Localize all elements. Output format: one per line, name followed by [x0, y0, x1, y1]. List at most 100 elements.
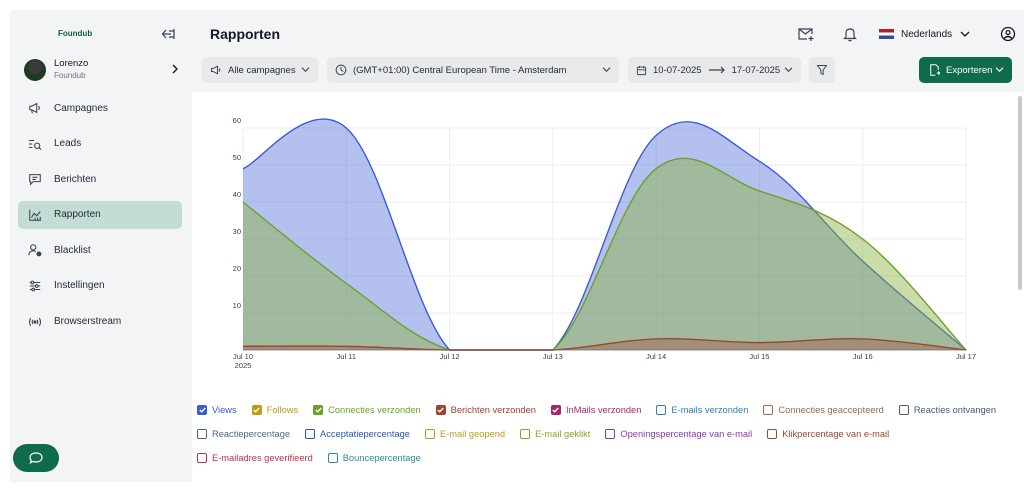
- user-profile[interactable]: Lorenzo Foundub: [24, 57, 186, 85]
- chevron-down-icon: [960, 31, 970, 37]
- legend-item[interactable]: E-mail geopend: [424, 428, 505, 440]
- x-tick-label: Jul 10: [233, 352, 253, 361]
- sidebar-item-rapporten[interactable]: Rapporten: [18, 200, 182, 229]
- x-tick-label: Jul 15: [749, 352, 769, 361]
- user-organization: Foundub: [54, 71, 86, 80]
- legend-item[interactable]: Reacties ontvangen: [898, 404, 997, 416]
- y-tick-label: 50: [233, 153, 241, 162]
- legend-item[interactable]: Connecties geaccepteerd: [763, 404, 884, 416]
- legend-item[interactable]: E-mailadres geverifieerd: [197, 452, 313, 464]
- date-to: 17-07-2025: [731, 64, 781, 76]
- legend-item[interactable]: Follows: [251, 404, 298, 416]
- bell-icon[interactable]: [842, 26, 858, 42]
- sidebar-item-blacklist[interactable]: Blacklist: [18, 236, 182, 264]
- checkbox-icon[interactable]: [767, 429, 778, 439]
- legend-label: Klikpercentage van e-mail: [782, 429, 890, 439]
- chevron-right-icon: [172, 64, 178, 74]
- sidebar-item-campagnes[interactable]: Campagnes: [18, 94, 182, 122]
- y-tick-label: 40: [233, 190, 241, 199]
- sidebar-nav: Campagnes Leads Berichten Rapporten Blac…: [18, 94, 182, 343]
- collapse-sidebar-icon[interactable]: [160, 26, 176, 42]
- export-button[interactable]: Exporteren: [919, 57, 1012, 83]
- user-name: Lorenzo: [54, 58, 89, 69]
- sidebar-item-berichten[interactable]: Berichten: [18, 165, 182, 193]
- sidebar-item-label: Leads: [54, 138, 82, 150]
- scrollbar[interactable]: [1018, 96, 1022, 290]
- sidebar-item-label: Campagnes: [54, 102, 108, 114]
- checkbox-icon[interactable]: [327, 453, 338, 463]
- legend-label: Bouncepercentage: [342, 453, 421, 463]
- legend-item[interactable]: Bouncepercentage: [327, 452, 421, 464]
- message-icon: [29, 174, 41, 186]
- timezone-label: (GMT+01:00) Central European Time - Amst…: [353, 64, 567, 76]
- sidebar-item-browserstream[interactable]: Browserstream: [18, 308, 182, 336]
- file-export-icon: [930, 64, 940, 76]
- legend-item[interactable]: Views: [197, 404, 237, 416]
- legend-item[interactable]: Acceptatiepercentage: [305, 428, 410, 440]
- chat-bubble-icon: [29, 452, 43, 464]
- language-selector[interactable]: Nederlands: [879, 26, 970, 42]
- chevron-down-icon: [784, 67, 793, 73]
- checkbox-icon[interactable]: [197, 429, 207, 439]
- date-from: 10-07-2025: [653, 64, 702, 76]
- legend-label: Connecties geaccepteerd: [778, 405, 884, 415]
- legend-item[interactable]: E-mails verzonden: [656, 404, 748, 416]
- legend-label: Views: [212, 405, 237, 415]
- filter-icon: [816, 65, 828, 76]
- calendar-icon: [636, 65, 647, 75]
- legend-label: Acceptatiepercentage: [320, 429, 410, 439]
- y-tick-label: 30: [233, 227, 241, 236]
- x-tick-label: Jul 16: [853, 352, 873, 361]
- sidebar-item-label: Blacklist: [54, 244, 91, 256]
- timezone-dropdown[interactable]: (GMT+01:00) Central European Time - Amst…: [327, 57, 619, 83]
- sidebar-item-leads[interactable]: Leads: [18, 130, 182, 158]
- sidebar-item-label: Browserstream: [54, 316, 122, 328]
- checkbox-icon[interactable]: [424, 429, 435, 439]
- legend-label: E-mails verzonden: [671, 405, 749, 415]
- checkbox-checked-icon[interactable]: [435, 405, 446, 415]
- x-tick-label: Jul 14: [646, 352, 666, 361]
- legend-item[interactable]: Klikpercentage van e-mail: [767, 428, 889, 440]
- date-range-picker[interactable]: 10-07-2025 17-07-2025: [628, 57, 801, 83]
- campaign-filter-label: Alle campagnes: [228, 64, 296, 76]
- checkbox-checked-icon[interactable]: [550, 405, 561, 415]
- reports-chart: 10 20 30 40 50 60 Jul 10 Jul 11 Jul 12 Jul 13 Jul …: [233, 116, 976, 370]
- report-content: 10 20 30 40 50 60 Jul 10 Jul 11 Jul 12 Jul 13 Jul …: [192, 92, 1024, 482]
- checkbox-icon[interactable]: [605, 429, 616, 439]
- legend-item[interactable]: Openingspercentage van e-mail: [605, 428, 752, 440]
- checkbox-checked-icon[interactable]: [197, 405, 207, 415]
- checkbox-checked-icon[interactable]: [251, 405, 262, 415]
- user-block-icon: [28, 244, 42, 257]
- campaign-filter-dropdown[interactable]: Alle campagnes: [202, 57, 318, 83]
- x-tick-label: Jul 17: [956, 352, 976, 361]
- page-title: Rapporten: [210, 26, 280, 42]
- checkbox-icon[interactable]: [305, 429, 316, 439]
- checkbox-icon[interactable]: [520, 429, 531, 439]
- legend-item[interactable]: Berichten verzonden: [435, 404, 536, 416]
- legend-label: E-mailadres geverifieerd: [212, 453, 313, 463]
- checkbox-icon[interactable]: [197, 453, 207, 463]
- user-circle-icon[interactable]: [1000, 26, 1016, 42]
- legend-item[interactable]: Reactiepercentage: [197, 428, 290, 440]
- sidebar-item-label: Rapporten: [54, 209, 101, 221]
- legend-item[interactable]: InMails verzonden: [550, 404, 641, 416]
- sidebar-item-instellingen[interactable]: Instellingen: [18, 272, 182, 300]
- filter-button[interactable]: [809, 57, 835, 83]
- export-label: Exporteren: [946, 64, 993, 76]
- chat-button[interactable]: [13, 444, 59, 472]
- series-line-1: [242, 157, 967, 351]
- legend-item[interactable]: E-mail geklikt: [520, 428, 590, 440]
- x-tick-label: Jul 12: [440, 352, 460, 361]
- checkbox-checked-icon[interactable]: [313, 405, 324, 415]
- checkbox-icon[interactable]: [898, 405, 909, 415]
- app-window: Foundub Lorenzo Foundub Campagnes Leads …: [10, 10, 1024, 482]
- legend-item[interactable]: Connecties verzonden: [313, 404, 421, 416]
- checkbox-icon[interactable]: [763, 405, 774, 415]
- legend-label: Reacties ontvangen: [913, 405, 997, 415]
- checkbox-icon[interactable]: [656, 405, 667, 415]
- y-tick-label: 60: [233, 116, 241, 125]
- mail-add-icon[interactable]: [798, 26, 814, 42]
- series-area-1: [243, 158, 966, 350]
- x-tick-label: Jul 11: [337, 352, 356, 361]
- legend-label: Connecties verzonden: [328, 405, 421, 415]
